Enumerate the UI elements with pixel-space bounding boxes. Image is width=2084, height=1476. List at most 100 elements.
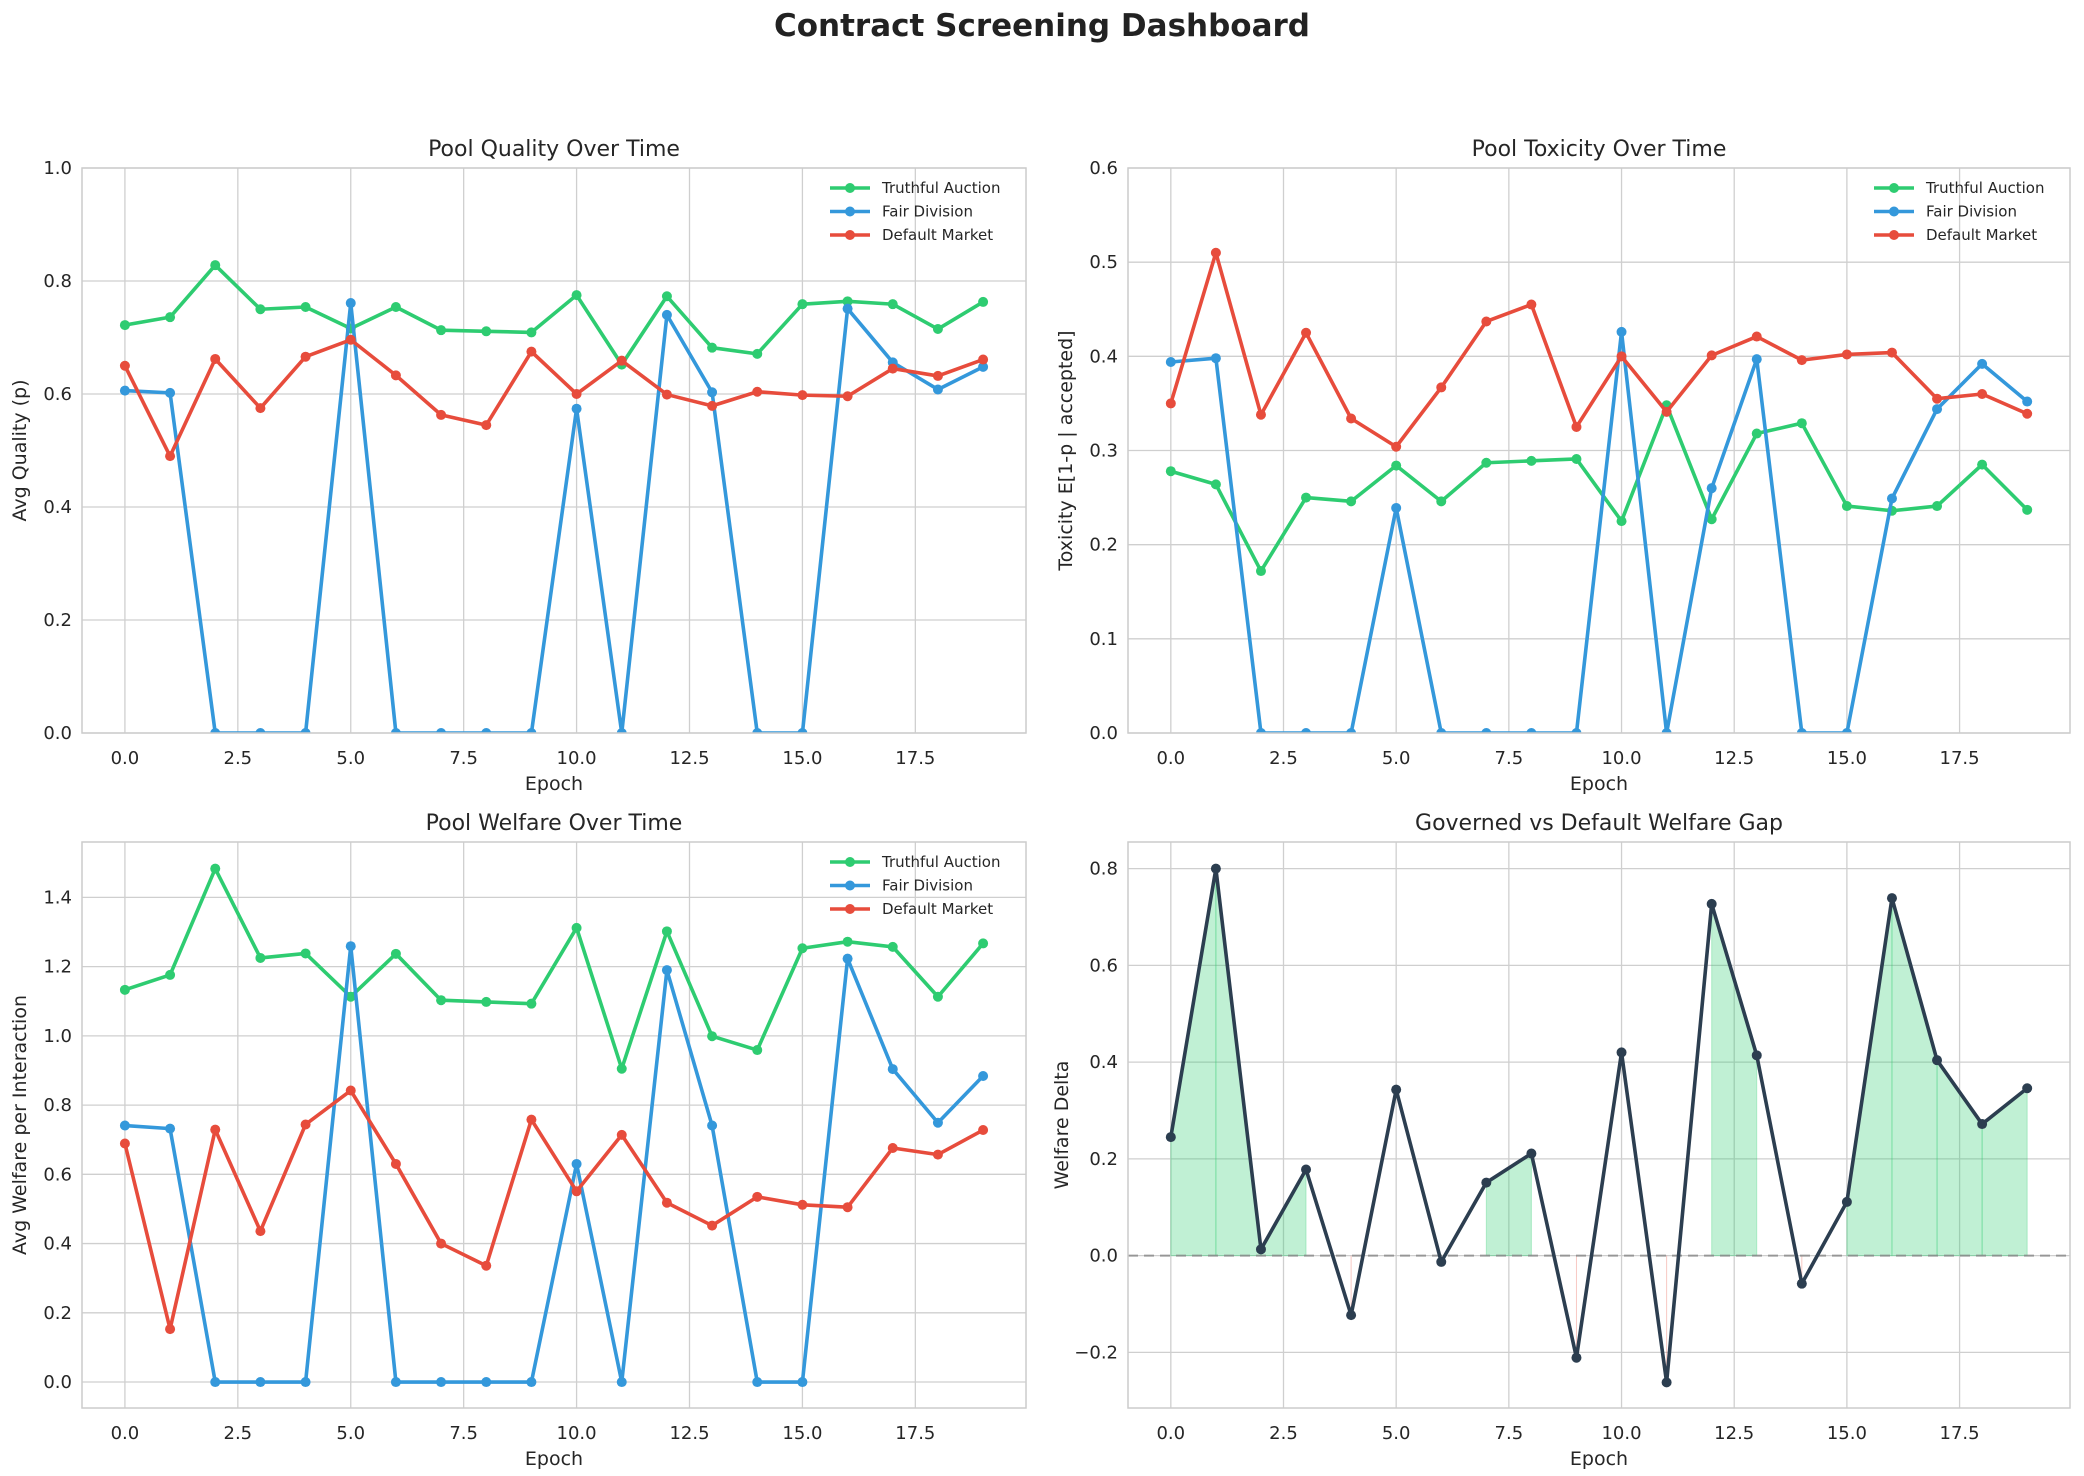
data-point	[752, 386, 763, 397]
series-line	[123, 866, 985, 1071]
x-tick-label: 7.5	[449, 748, 478, 769]
data-point	[842, 391, 853, 402]
series-default-market	[1165, 247, 2033, 452]
data-point	[1571, 728, 1582, 733]
y-tick-label: 0.0	[43, 723, 72, 744]
y-tick-label: 0.1	[1089, 629, 1118, 650]
data-point	[300, 1119, 311, 1130]
data-point	[2022, 396, 2033, 407]
x-axis-label: Epoch	[525, 1448, 583, 1470]
data-point	[1255, 728, 1266, 733]
legend-item: Default Market	[1874, 226, 2037, 244]
data-point	[571, 403, 582, 414]
legend-swatch-marker	[845, 206, 855, 217]
legend-swatch-marker	[845, 904, 855, 914]
x-tick-label: 17.5	[1940, 748, 1980, 769]
data-point	[1661, 728, 1672, 733]
series-fair-division	[119, 298, 989, 733]
data-point	[842, 296, 853, 307]
data-point	[436, 1238, 447, 1249]
data-point	[436, 1377, 447, 1388]
data-point	[255, 952, 266, 963]
data-point	[571, 1158, 582, 1169]
data-point	[1210, 863, 1221, 874]
axes-frame	[81, 167, 1027, 734]
data-point	[1616, 1047, 1627, 1058]
panel-gap: 0.0 2.5 5.0 7.5 10.0 12.5 15.0 17.5 −0.2 0.0 0.2 0.…	[1051, 811, 2071, 1470]
data-point	[616, 728, 627, 733]
data-point	[345, 1085, 356, 1096]
data-point	[1255, 566, 1266, 577]
data-point	[887, 1143, 898, 1154]
positive-gap-fill	[1891, 897, 1938, 1257]
data-point	[571, 922, 582, 933]
data-point	[842, 936, 853, 947]
data-point	[526, 327, 537, 338]
series-line	[1169, 330, 2029, 733]
x-axis-label: Epoch	[1570, 1448, 1628, 1470]
data-point	[932, 1149, 943, 1160]
data-point	[345, 334, 356, 345]
data-point	[1706, 898, 1717, 909]
data-point	[797, 299, 808, 310]
data-point	[345, 941, 356, 952]
data-point	[300, 1377, 311, 1388]
data-point	[300, 948, 311, 959]
data-point	[1526, 1148, 1537, 1159]
series-line	[1169, 403, 2029, 573]
y-tick-label: 0.4	[1089, 346, 1118, 367]
data-point	[1571, 1352, 1582, 1363]
data-point	[661, 1197, 672, 1208]
series-line	[123, 1088, 985, 1331]
data-point	[436, 995, 447, 1006]
data-point	[1841, 728, 1852, 733]
data-point	[1481, 1177, 1492, 1188]
data-point	[390, 1158, 401, 1169]
data-point	[1886, 493, 1897, 504]
data-point	[932, 384, 943, 395]
data-point	[1346, 496, 1357, 507]
y-tick-label: 0.6	[1089, 158, 1118, 179]
legend: Truthful Auction Fair Division Default Mar…	[1874, 179, 2045, 244]
data-point	[481, 326, 492, 337]
axes-frame	[81, 841, 1027, 1409]
data-point	[1436, 728, 1447, 733]
data-point	[1571, 421, 1582, 432]
data-point	[300, 728, 311, 733]
data-point	[390, 728, 401, 733]
data-point	[1751, 1050, 1762, 1061]
legend-swatch-marker	[845, 857, 855, 867]
data-point	[661, 309, 672, 320]
legend-swatch-marker	[845, 183, 855, 193]
axes-frame	[1127, 841, 2071, 1409]
data-point	[255, 403, 266, 414]
data-point	[978, 354, 989, 365]
data-point	[436, 409, 447, 420]
data-point	[797, 1199, 808, 1210]
data-point	[119, 360, 130, 371]
series-line	[123, 337, 985, 458]
x-axis-label: Epoch	[525, 773, 583, 795]
data-point	[1210, 247, 1221, 258]
x-tick-label: 17.5	[895, 748, 935, 769]
data-point	[390, 370, 401, 381]
y-tick-label: 0.4	[1089, 1052, 1118, 1073]
data-point	[345, 298, 356, 309]
data-point	[1932, 1055, 1943, 1066]
data-point	[752, 348, 763, 359]
plot-area	[1165, 247, 2033, 733]
x-tick-label: 15.0	[1827, 748, 1867, 769]
x-tick-label: 17.5	[895, 1423, 935, 1444]
y-tick-label: 0.4	[43, 1234, 72, 1255]
data-point	[1932, 404, 1943, 415]
legend-item: Default Market	[830, 226, 993, 244]
x-tick-label: 10.0	[1601, 1423, 1641, 1444]
data-point	[797, 1377, 808, 1388]
x-tick-label: 10.0	[557, 1423, 597, 1444]
y-tick-label: 0.2	[43, 610, 72, 631]
data-point	[1886, 347, 1897, 358]
panel-toxicity: 0.0 2.5 5.0 7.5 10.0 12.5 15.0 17.5 0.0 0.1 0.2 0.3…	[1055, 137, 2071, 795]
x-axis-label: Epoch	[1570, 773, 1628, 795]
data-point	[165, 312, 176, 323]
data-point	[1977, 389, 1988, 399]
